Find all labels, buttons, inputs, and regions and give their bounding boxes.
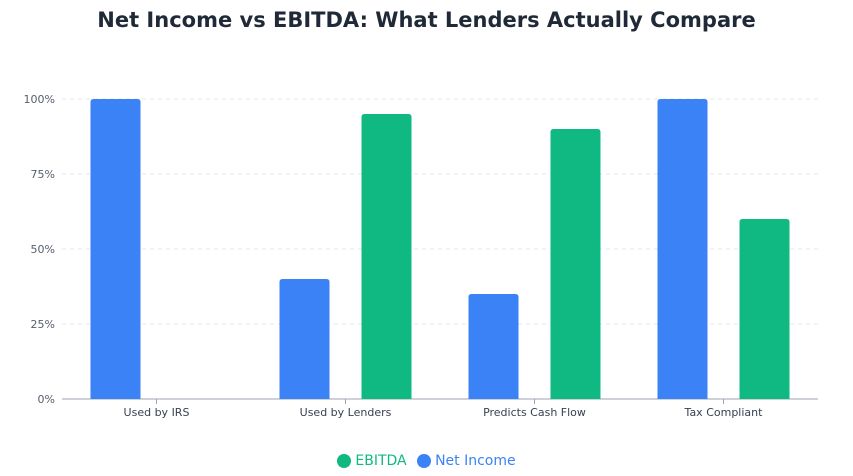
y-tick-label: 100% — [24, 93, 55, 106]
x-tick-label: Tax Compliant — [684, 406, 764, 419]
y-tick-label: 0% — [38, 393, 55, 406]
bar-net-income — [468, 294, 519, 399]
legend-swatch-ebitda — [337, 454, 352, 468]
x-tick-label: Used by IRS — [124, 406, 190, 419]
legend-label-net-income: Net Income — [435, 453, 516, 469]
x-tick-label: Predicts Cash Flow — [483, 406, 586, 419]
legend-swatch-net-income — [417, 454, 432, 468]
legend-item-ebitda[interactable]: EBITDA — [337, 453, 407, 469]
bar-net-income — [657, 99, 708, 399]
bar-ebitda — [739, 219, 790, 399]
y-tick-label: 50% — [31, 243, 55, 256]
y-tick-label: 25% — [31, 318, 55, 331]
legend: EBITDA Net Income — [0, 453, 853, 472]
bar-chart: 0% 25% 50% 75% 100% Used by IRS Used by Lender… — [24, 93, 818, 419]
y-tick-label: 75% — [31, 168, 55, 181]
chart-title: Net Income vs EBITDA: What Lenders Actua… — [97, 8, 756, 32]
x-tick-label: Used by Lenders — [300, 406, 392, 419]
bar-ebitda — [550, 129, 601, 399]
bar-net-income — [279, 279, 330, 399]
bar-ebitda — [361, 114, 412, 399]
bar-net-income — [90, 99, 141, 399]
legend-item-net-income[interactable]: Net Income — [417, 453, 516, 469]
legend-label-ebitda: EBITDA — [355, 453, 407, 469]
